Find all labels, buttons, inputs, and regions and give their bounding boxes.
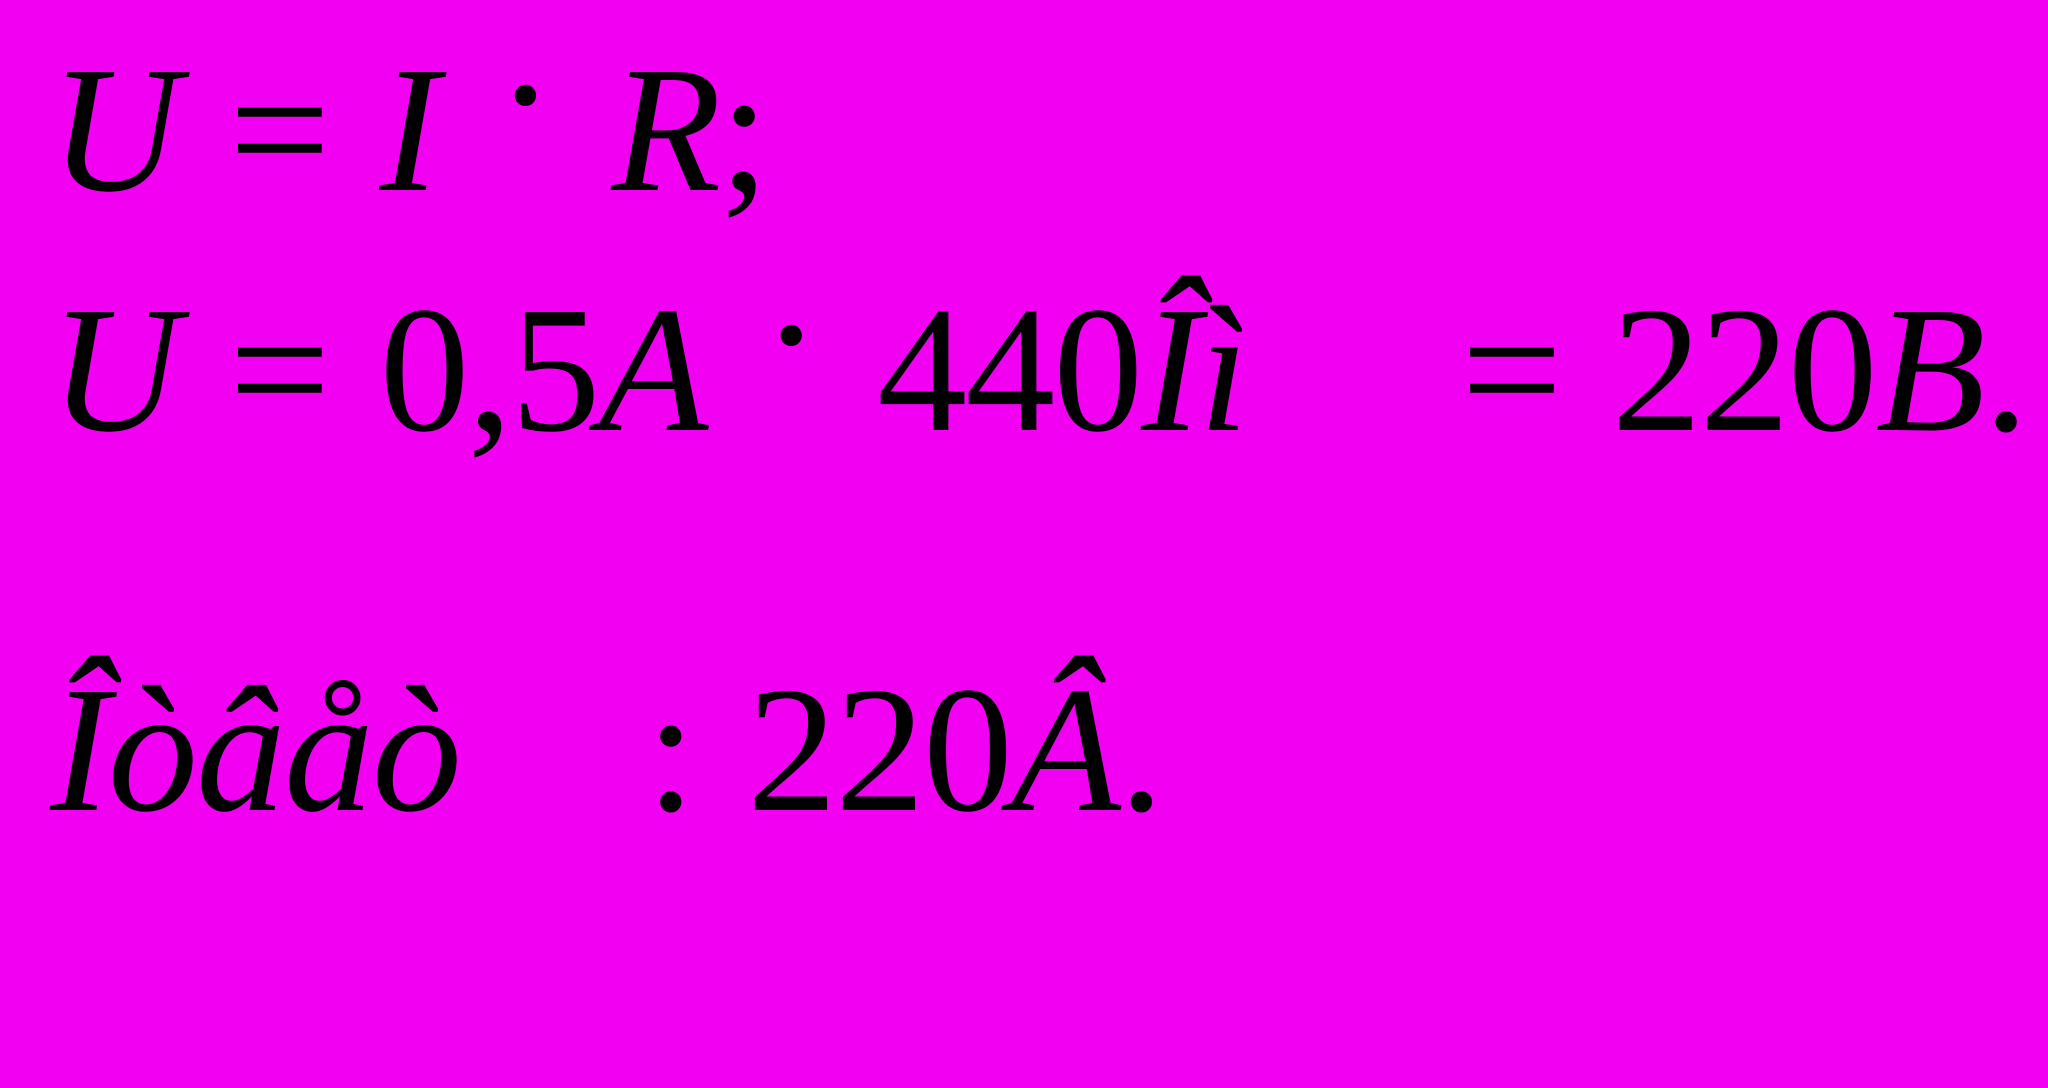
eq1-var2: R [611, 30, 719, 229]
equals-sign: = [1461, 270, 1561, 469]
eq2-lhs: U [50, 270, 178, 469]
multiply-dot: · [495, 0, 553, 194]
eq2-result-num: 220 [1612, 270, 1876, 469]
eq2-terminator: . [1984, 270, 2027, 469]
eq1-var1: I [380, 30, 438, 229]
multiply-dot: · [761, 235, 819, 434]
equals-sign: = [229, 30, 329, 229]
answer-terminator: . [1119, 650, 1162, 849]
eq2-val2-unit: Îì [1141, 270, 1247, 469]
eq1-terminator: ; [719, 30, 767, 229]
answer-value-num: 220 [747, 650, 1011, 849]
equals-sign: = [229, 270, 329, 469]
eq1-lhs: U [50, 30, 178, 229]
equation-line-1: U = I · R; [50, 40, 1998, 220]
eq2-result-unit: B [1876, 270, 1984, 469]
answer-value-unit: Â [1011, 650, 1119, 849]
eq2-val2-num: 440 [877, 270, 1141, 469]
answer-line: Îòâåò : 220Â. [50, 660, 1998, 840]
eq2-val1-num: 0,5 [380, 270, 599, 469]
equation-line-2: U = 0,5A · 440Îì = 220B. [50, 280, 1998, 460]
answer-label: Îòâåò [50, 650, 460, 849]
colon: : [646, 650, 694, 849]
eq2-val1-unit: A [599, 270, 704, 469]
